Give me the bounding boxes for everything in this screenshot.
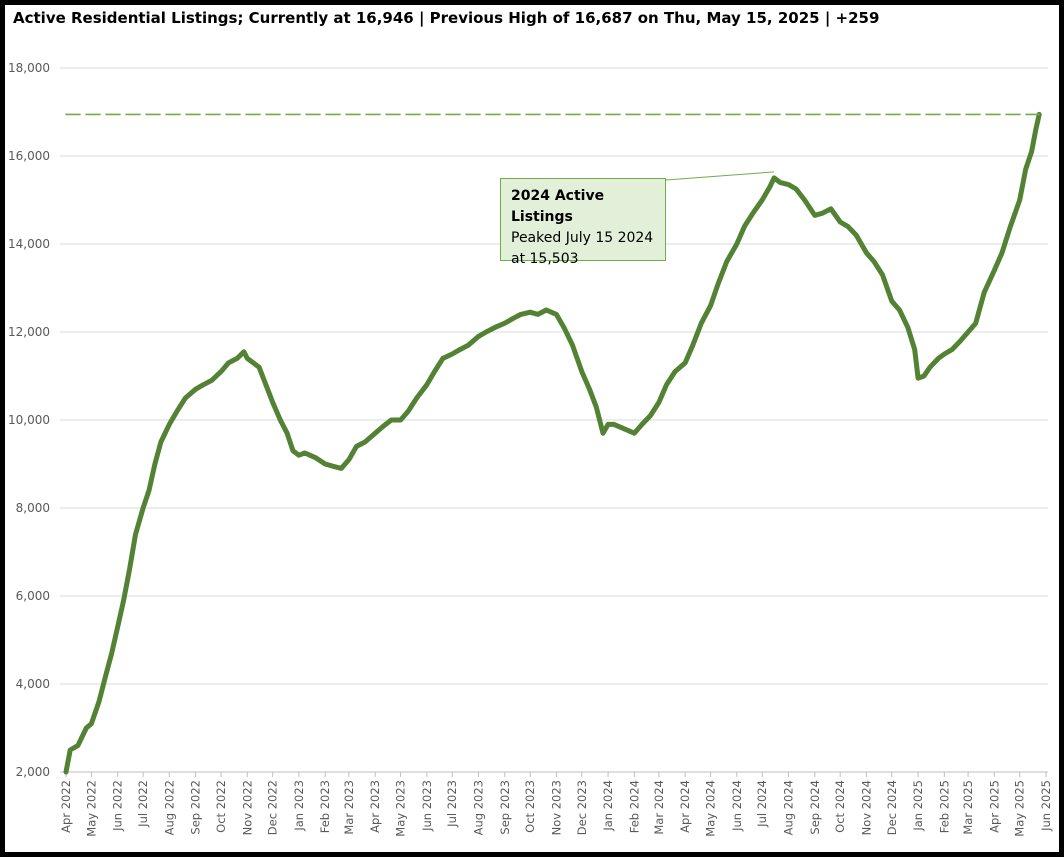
y-tick-label: 10,000 [8,413,50,427]
x-tick-label: Apr 2023 [368,780,382,833]
x-tick-label: Sep 2024 [808,780,822,835]
x-tick-label: May 2024 [704,780,718,837]
x-tick-label: Apr 2022 [59,780,73,833]
annotation-line-2: at 15,503 [511,251,579,267]
y-tick-label: 18,000 [8,61,50,75]
y-tick-label: 14,000 [8,237,50,251]
y-tick-label: 2,000 [16,765,50,779]
x-tick-label: Jun 2025 [1039,780,1053,832]
x-tick-label: Aug 2023 [471,780,485,835]
chart-title: Active Residential Listings; Currently a… [13,9,880,27]
x-tick-label: May 2022 [84,780,98,837]
x-tick-label: Aug 2024 [782,780,796,835]
x-tick-label: Apr 2024 [678,780,692,833]
x-axis-ticks: Apr 2022 May 2022 Jun 2022 Jul 2022 Aug 2022… [59,772,1053,837]
x-tick-label: Feb 2025 [937,780,951,833]
y-tick-label: 8,000 [16,501,50,515]
x-tick-label: May 2023 [394,780,408,837]
y-axis-ticks: 2,000 4,000 6,000 8,000 10,000 12,000 14,000 16… [8,61,50,779]
x-tick-label: Jul 2022 [136,780,150,828]
y-tick-label: 4,000 [16,677,50,691]
x-tick-label: Dec 2024 [885,780,899,835]
callout-leader-line [665,171,775,181]
x-tick-label: May 2025 [1013,780,1027,837]
x-tick-label: Dec 2023 [575,780,589,835]
x-tick-label: Oct 2024 [833,780,847,833]
x-tick-label: Oct 2023 [523,780,537,833]
peak-annotation-callout: 2024 Active Listings Peaked July 15 2024… [500,178,666,267]
x-tick-label: Apr 2025 [987,780,1001,833]
x-tick-label: Nov 2023 [549,780,563,835]
x-tick-label: Jan 2023 [292,780,306,832]
x-tick-label: Nov 2022 [240,780,254,835]
x-tick-label: Jun 2022 [111,780,125,832]
y-tick-label: 12,000 [8,325,50,339]
x-tick-label: Nov 2024 [859,780,873,835]
x-tick-label: Jul 2024 [755,780,769,828]
x-tick-label: Mar 2024 [652,780,666,835]
x-tick-label: Jun 2023 [420,780,434,832]
x-tick-label: Jun 2024 [730,780,744,832]
x-tick-label: Sep 2023 [498,780,512,835]
series-line-active-listings [63,111,1042,775]
x-tick-label: Oct 2022 [214,780,228,833]
x-tick-label: Feb 2024 [627,780,641,833]
annotation-line-1: Peaked July 15 2024 [511,230,654,246]
y-tick-label: 16,000 [8,149,50,163]
x-tick-label: Mar 2023 [342,780,356,835]
x-tick-label: Mar 2025 [961,780,975,835]
y-tick-label: 6,000 [16,589,50,603]
series-group [63,111,1042,775]
x-tick-label: Jan 2025 [911,780,925,832]
x-tick-label: Aug 2022 [162,780,176,835]
x-tick-label: Dec 2022 [266,780,280,835]
x-tick-label: Sep 2022 [189,780,203,835]
gridlines [60,67,1048,685]
x-tick-label: Jul 2023 [445,780,459,828]
annotation-title: 2024 Active Listings [511,188,605,225]
x-tick-label: Feb 2023 [318,780,332,833]
x-tick-label: Jan 2024 [601,780,615,832]
